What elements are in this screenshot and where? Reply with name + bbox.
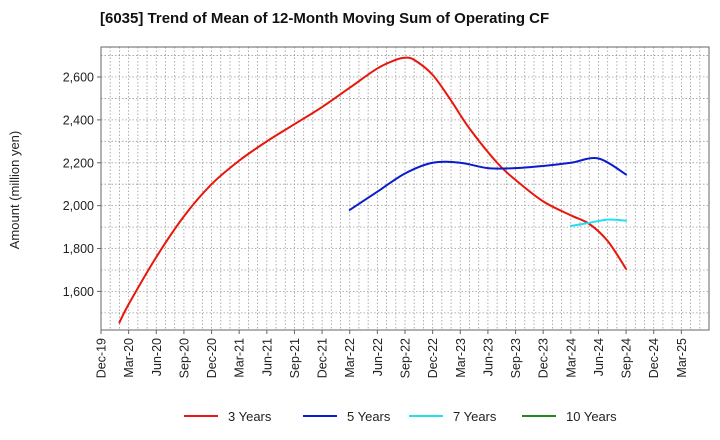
series-line-3-years	[118, 56, 628, 324]
y-tick-label: 1,800	[63, 242, 94, 256]
y-tick-label: 2,000	[63, 199, 94, 213]
legend-swatch	[184, 415, 218, 417]
legend-label: 5 Years	[347, 408, 391, 424]
x-tick-label: Jun-21	[260, 338, 274, 376]
x-tick-label: Sep-22	[399, 338, 413, 378]
x-tick-label: Dec-23	[537, 338, 551, 378]
x-tick-label: Dec-21	[316, 338, 330, 378]
grid-lines	[101, 47, 709, 330]
legend-swatch	[409, 415, 443, 417]
x-tick-label: Sep-21	[288, 338, 302, 378]
x-tick-label: Mar-23	[454, 338, 468, 378]
series-lines	[118, 56, 628, 324]
x-tick-label: Sep-23	[509, 338, 523, 378]
x-tick-label: Sep-20	[177, 338, 191, 378]
x-tick-label: Jun-20	[150, 338, 164, 376]
chart-title: [6035] Trend of Mean of 12-Month Moving …	[100, 10, 550, 27]
y-tick-label: 2,600	[63, 71, 94, 85]
y-tick-label: 2,200	[63, 156, 94, 170]
legend-item-10-years: 10 Years	[522, 404, 617, 428]
x-tick-label: Mar-20	[122, 338, 136, 378]
x-tick-label: Dec-19	[95, 338, 109, 378]
x-tick-label: Dec-20	[205, 338, 219, 378]
legend-label: 10 Years	[566, 408, 617, 424]
x-tick-label: Dec-24	[647, 338, 661, 378]
y-tick-label: 2,400	[63, 113, 94, 127]
x-tick-label: Sep-24	[620, 338, 634, 378]
x-tick-label: Jun-23	[481, 338, 495, 376]
x-tick-label: Mar-22	[343, 338, 357, 378]
legend-swatch	[303, 415, 337, 417]
x-tick-label: Jun-22	[371, 338, 385, 376]
legend-item-3-years: 3 Years	[184, 404, 271, 428]
series-line-5-years	[348, 157, 628, 211]
legend: 3 Years 5 Years 7 Years 10 Years	[0, 404, 720, 428]
y-axis-label: Amount (million yen)	[7, 131, 22, 250]
x-axis: Dec-19 Mar-20 Jun-20 Sep-20 Dec-20 Mar-21 Jun-…	[95, 330, 689, 378]
legend-item-5-years: 5 Years	[303, 404, 390, 428]
x-tick-label: Mar-25	[675, 338, 689, 378]
legend-label: 3 Years	[228, 408, 272, 424]
y-axis: 1,600 1,800 2,000 2,200 2,400 2,600	[63, 71, 101, 299]
legend-label: 7 Years	[453, 408, 497, 424]
x-tick-label: Mar-24	[564, 338, 578, 378]
y-tick-label: 1,600	[63, 285, 94, 299]
series-line-7-years	[569, 218, 628, 228]
x-tick-label: Dec-22	[426, 338, 440, 378]
legend-item-7-years: 7 Years	[409, 404, 496, 428]
x-tick-label: Mar-21	[233, 338, 247, 378]
x-tick-label: Jun-24	[592, 338, 606, 376]
legend-swatch	[522, 415, 556, 417]
